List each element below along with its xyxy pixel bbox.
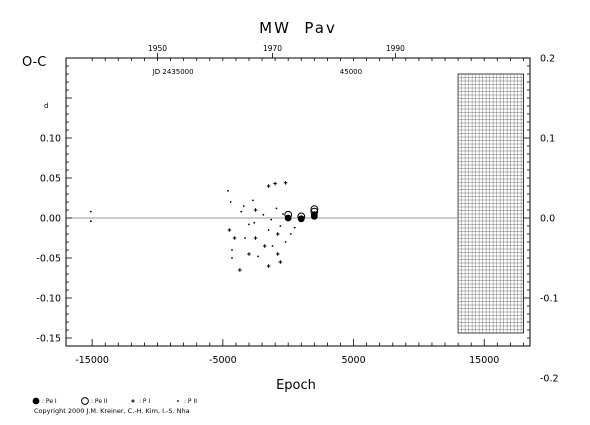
- y-tick-label-right: -0.1: [540, 294, 559, 305]
- data-point: [242, 205, 245, 207]
- data-point: [231, 257, 233, 259]
- jd-label: 45000: [340, 68, 362, 76]
- data-point: [271, 245, 274, 247]
- data-point: [252, 199, 254, 202]
- year-label: 1990: [386, 44, 405, 53]
- legend-label: : P I: [139, 398, 150, 405]
- data-point: [89, 220, 92, 223]
- y-tick-labels-right: 0.2 0.1 0.0 -0.1 -0.2: [540, 54, 559, 385]
- y-tick-label-right: 0.2: [540, 54, 555, 65]
- y-tick-label-left: -0.05: [36, 254, 61, 265]
- y-tick-label-left: -0.10: [36, 294, 61, 305]
- data-point: [262, 213, 265, 216]
- data-point: [266, 264, 271, 268]
- data-point: [275, 252, 280, 256]
- x-tick-labels: -15000 -5000 5000 15000: [75, 355, 499, 366]
- data-point: [238, 268, 242, 272]
- data-point: [297, 212, 306, 221]
- axis-ticks: [66, 53, 530, 347]
- data-point: [227, 228, 232, 232]
- data-point: [244, 237, 246, 239]
- y-tick-label-left: -0.15: [36, 334, 61, 345]
- y-axis-label: O-C: [22, 55, 46, 70]
- chart-title: MW Pav: [259, 19, 337, 37]
- y-tick-label-right: 0.0: [540, 214, 555, 225]
- legend-label: : P II: [184, 398, 197, 405]
- legend-marker: [177, 400, 179, 402]
- data-point: [253, 221, 256, 224]
- x-tick-label: -15000: [75, 355, 109, 366]
- data-point: [282, 213, 284, 215]
- data-point: [270, 218, 273, 221]
- data-point: [273, 181, 277, 186]
- jd-label: JD 2435000: [152, 68, 194, 76]
- y-tick-label-left: 0.00: [40, 214, 61, 225]
- data-point: [279, 225, 282, 227]
- data-point: [267, 229, 270, 231]
- data-point: [253, 236, 258, 240]
- data-point: [231, 249, 233, 251]
- data-point: [89, 210, 92, 213]
- data-point: [289, 233, 292, 235]
- data-point: [248, 223, 250, 226]
- data-point: [266, 184, 271, 188]
- data-point: [227, 189, 229, 192]
- year-label: 1970: [263, 44, 282, 53]
- top-axis-labels: 1950 1970 1990 JD 2435000 45000: [148, 44, 405, 76]
- data-point: [240, 210, 243, 213]
- legend: : Pe I : Pe II : P I : P II: [32, 397, 197, 405]
- data-point: [257, 255, 260, 258]
- y-unit-mark: d: [44, 102, 48, 110]
- x-tick-label: 5000: [341, 355, 365, 366]
- data-point: [283, 181, 288, 185]
- data-point: [232, 236, 237, 240]
- data-point: [310, 207, 319, 216]
- legend-marker: [131, 399, 135, 403]
- shaded-region: [457, 73, 524, 334]
- data-point: [253, 208, 258, 212]
- data-point: [262, 244, 267, 248]
- y-tick-label-left: 0.10: [40, 134, 61, 145]
- data-point: [275, 232, 280, 236]
- data-point: [284, 210, 293, 219]
- legend-label: : Pe I: [42, 398, 57, 405]
- x-tick-label: -5000: [209, 355, 237, 366]
- x-axis-label: Epoch: [276, 378, 316, 393]
- data-point: [229, 201, 232, 203]
- data-point: [293, 226, 296, 229]
- data-point: [278, 260, 283, 264]
- data-point: [297, 215, 305, 223]
- data-point: [310, 205, 319, 214]
- year-label: 1950: [148, 44, 167, 53]
- legend-marker: [81, 397, 89, 405]
- copyright: Copyright 2000 J.M. Kreiner, C.-H. Kim, …: [34, 407, 190, 415]
- y-tick-label-left: 0.05: [40, 174, 61, 185]
- y-tick-labels-left: 0.10 0.05 0.00 -0.05 -0.10 -0.15: [36, 134, 61, 345]
- y-tick-label-right: 0.1: [540, 134, 555, 145]
- y-tick-label-right: -0.2: [540, 374, 559, 385]
- data-point: [247, 252, 251, 256]
- data-point: [284, 241, 287, 243]
- legend-label: : Pe II: [91, 398, 108, 405]
- x-tick-label: 15000: [469, 355, 499, 366]
- data-point: [275, 207, 278, 210]
- legend-marker: [32, 397, 40, 405]
- data-points: [89, 181, 319, 272]
